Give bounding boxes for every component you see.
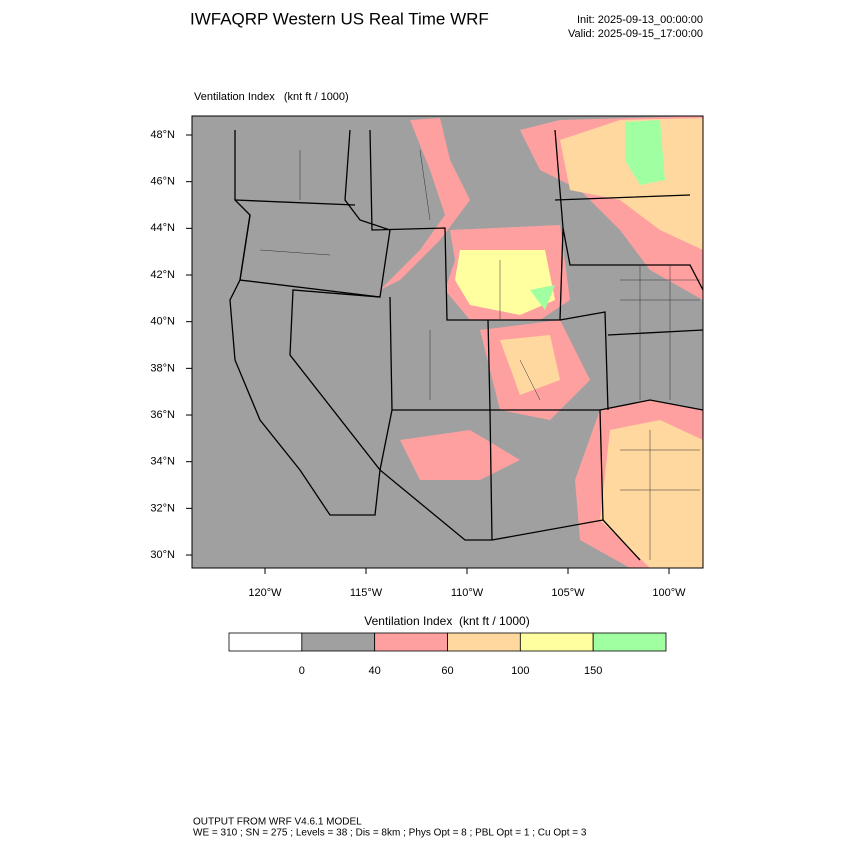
valid-time: Valid: 2025-09-15_17:00:00: [568, 28, 703, 40]
colorbar-tick-label: 0: [299, 665, 305, 677]
border: [554, 194, 704, 561]
county-lines: [259, 149, 700, 560]
shade: [600, 420, 703, 568]
shade: [560, 118, 703, 250]
lon-label: 100°W: [652, 587, 686, 599]
colorbar-box: [519, 632, 594, 652]
shade: [625, 120, 665, 185]
lon-label: 110°W: [451, 587, 484, 599]
field-shading: [380, 116, 703, 568]
shade: [380, 118, 470, 290]
state-borders: [229, 129, 704, 561]
border: [490, 227, 704, 541]
border: [379, 296, 493, 541]
lat-label: 40°N: [150, 316, 175, 328]
lat-label: 30°N: [150, 549, 175, 561]
lon-label: 105°W: [551, 587, 585, 599]
colorbar: Ventilation Index (knt ft / 1000) 0 40 60 1…: [228, 614, 667, 677]
lon-label: 120°W: [248, 587, 282, 599]
shade: [500, 335, 560, 395]
field-label: Ventilation Index (knt ft / 1000): [194, 91, 349, 103]
footer-line: OUTPUT FROM WRF V4.6.1 MODEL: [193, 817, 362, 828]
colorbar-box: [301, 632, 376, 652]
lat-label: 32°N: [150, 502, 175, 514]
colorbar-tick-label: 40: [369, 665, 381, 677]
lat-label: 42°N: [150, 269, 175, 281]
colorbar-box: [228, 632, 303, 652]
border: [234, 199, 381, 298]
lat-label: 46°N: [150, 176, 175, 188]
init-time: Init: 2025-09-13_00:00:00: [577, 14, 703, 26]
lat-label: 38°N: [150, 362, 175, 374]
map: [191, 115, 704, 569]
colorbar-tick-label: 100: [511, 665, 529, 677]
colorbar-box: [592, 632, 667, 652]
lon-label: 115°W: [350, 587, 383, 599]
colorbar-box: [374, 632, 448, 652]
map-frame: [191, 115, 704, 569]
colorbar-tick-label: 60: [441, 665, 453, 677]
colorbar-label: Ventilation Index (knt ft / 1000): [364, 614, 529, 628]
lat-label: 48°N: [150, 129, 175, 141]
lat-label: 44°N: [150, 222, 175, 234]
shade: [530, 285, 555, 310]
shade: [455, 250, 555, 315]
lat-label: 34°N: [150, 456, 175, 468]
colorbar-tick-label: 150: [584, 665, 602, 677]
title: IWFAQRP Western US Real Time WRF: [190, 9, 489, 28]
footer-line: WE = 310 ; SN = 275 ; Levels = 38 ; Dis …: [193, 828, 587, 839]
colorbar-box: [447, 632, 521, 652]
lat-label: 36°N: [150, 409, 175, 421]
